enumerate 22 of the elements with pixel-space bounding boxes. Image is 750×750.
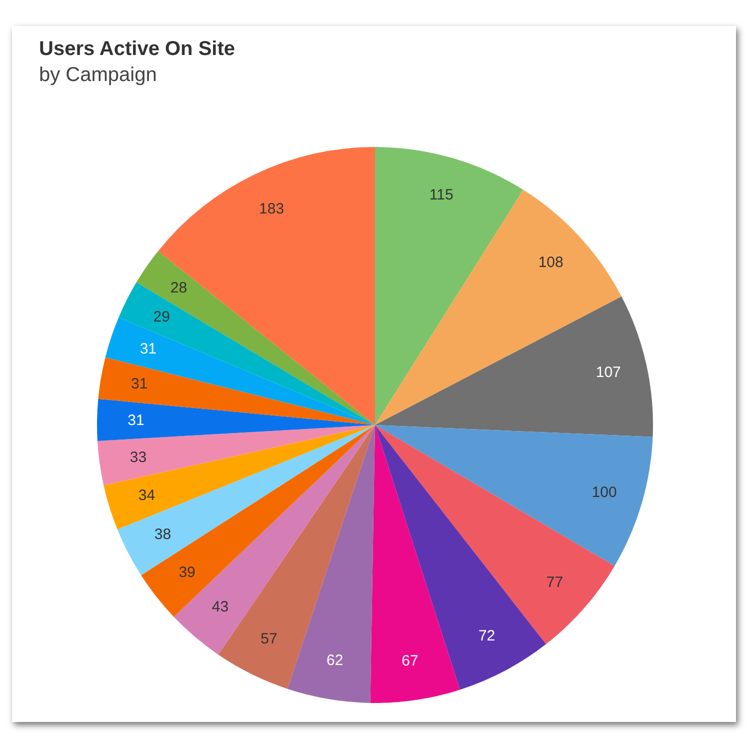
data-label: 62	[326, 652, 344, 669]
data-label: 31	[131, 376, 148, 393]
data-label: 115	[429, 186, 454, 204]
data-label: 57	[260, 630, 278, 648]
data-label: 100	[592, 484, 617, 501]
data-label: 33	[130, 449, 147, 466]
data-label: 183	[259, 200, 284, 218]
chart-title: Users Active On Site	[39, 38, 236, 61]
data-label: 31	[128, 412, 144, 429]
data-label: 72	[478, 627, 496, 644]
data-label: 39	[178, 564, 196, 581]
data-label: 34	[138, 487, 156, 504]
data-label: 77	[546, 574, 564, 591]
data-label: 67	[402, 652, 418, 670]
data-label: 108	[538, 254, 564, 272]
data-label: 28	[170, 280, 188, 297]
data-label: 29	[153, 308, 170, 326]
data-label: 43	[212, 598, 229, 616]
data-label: 107	[596, 364, 621, 382]
data-label: 31	[140, 340, 157, 358]
chart-subtitle: by Campaign	[39, 64, 157, 87]
data-label: 38	[154, 526, 172, 544]
